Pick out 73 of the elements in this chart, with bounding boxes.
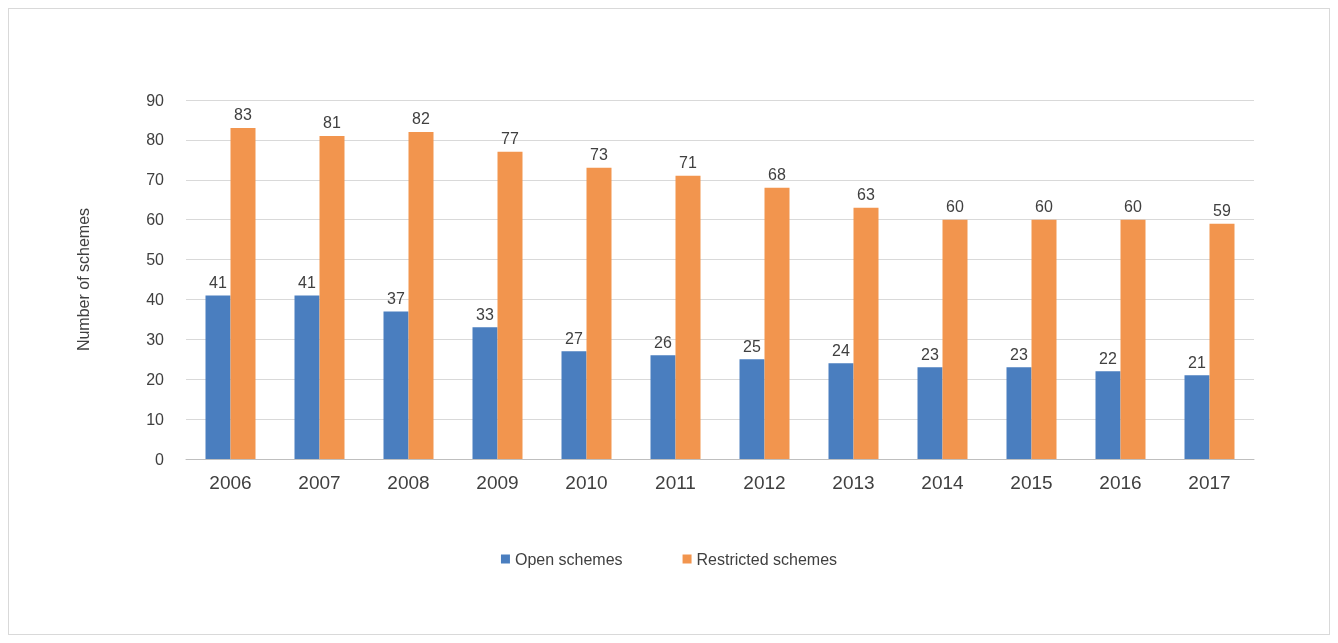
- x-tick-label: 2014: [921, 472, 965, 493]
- data-label: 23: [1010, 345, 1028, 363]
- data-label: 24: [832, 341, 850, 359]
- bar: [1184, 375, 1210, 459]
- x-tick-label: 2017: [1188, 472, 1231, 493]
- data-label: 23: [921, 345, 939, 363]
- y-tick-label: 30: [146, 330, 165, 348]
- bar: [472, 327, 498, 459]
- bar: [1120, 219, 1146, 459]
- bar: [828, 363, 854, 459]
- bar: [497, 151, 523, 459]
- data-label: 71: [679, 154, 697, 172]
- data-label: 83: [234, 106, 252, 124]
- data-label: 41: [209, 273, 227, 291]
- data-label: 37: [387, 289, 405, 307]
- bar: [650, 355, 676, 459]
- bar: [853, 207, 879, 459]
- y-axis-title: Number of schemes: [74, 207, 92, 352]
- data-label: 63: [857, 186, 875, 204]
- data-label: 21: [1188, 353, 1206, 371]
- x-tick-label: 2009: [476, 472, 519, 493]
- y-tick-label: 90: [146, 91, 165, 109]
- bar: [1209, 223, 1235, 459]
- bar: [675, 175, 701, 459]
- bar: [1095, 371, 1121, 459]
- y-tick-label: 0: [155, 450, 165, 468]
- data-label: 41: [298, 273, 316, 291]
- y-tick-label: 10: [146, 410, 165, 428]
- bar: [764, 187, 790, 459]
- y-tick-label: 70: [146, 171, 165, 189]
- x-tick-label: 2016: [1099, 472, 1142, 493]
- x-tick-label: 2007: [298, 472, 341, 493]
- bar: [1031, 219, 1057, 459]
- y-tick-label: 20: [146, 370, 165, 388]
- x-tick-label: 2011: [655, 472, 696, 493]
- y-tick-label: 60: [146, 211, 165, 229]
- data-label: 59: [1213, 202, 1231, 220]
- bar: [1006, 367, 1032, 459]
- y-tick-label: 80: [146, 131, 165, 149]
- data-label: 26: [654, 333, 672, 351]
- x-tick-label: 2012: [743, 472, 786, 493]
- data-label: 82: [412, 110, 430, 128]
- data-label: 25: [743, 337, 761, 355]
- data-label: 22: [1099, 349, 1117, 367]
- bar: [408, 131, 434, 459]
- data-label: 60: [946, 198, 964, 216]
- x-tick-label: 2010: [565, 472, 608, 493]
- data-label: 27: [565, 329, 583, 347]
- bar: [942, 219, 968, 459]
- y-tick-label: 40: [146, 290, 165, 308]
- legend-label: Open schemes: [514, 550, 623, 568]
- data-label: 33: [476, 305, 494, 323]
- bar: [383, 311, 409, 459]
- data-label: 81: [323, 114, 341, 132]
- bar: [739, 359, 765, 459]
- data-label: 77: [501, 130, 519, 148]
- bar: [561, 351, 587, 459]
- bar: [586, 167, 612, 459]
- x-tick-label: 2008: [387, 472, 430, 493]
- legend-label: Restricted schemes: [696, 550, 838, 568]
- x-tick-label: 2015: [1010, 472, 1053, 493]
- data-label: 73: [590, 146, 608, 164]
- y-tick-label: 50: [146, 251, 165, 269]
- bar: [205, 295, 231, 459]
- data-label: 60: [1035, 198, 1053, 216]
- bar: [917, 367, 943, 459]
- x-tick-label: 2006: [209, 472, 252, 493]
- bar: [230, 127, 256, 459]
- x-tick-label: 2013: [832, 472, 875, 493]
- data-label: 60: [1124, 198, 1142, 216]
- data-label: 68: [768, 166, 786, 184]
- bar: [319, 135, 345, 459]
- bar: [294, 295, 320, 459]
